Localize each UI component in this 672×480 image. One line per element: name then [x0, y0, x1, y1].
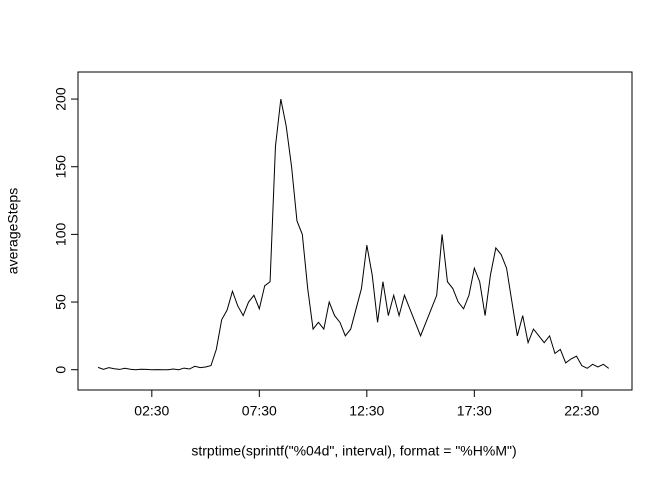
x-axis-label: strptime(sprintf("%04d", interval), form…: [191, 443, 516, 459]
data-line: [97, 98, 610, 371]
x-tick-label: 17:30: [457, 403, 492, 419]
plot-box: [77, 71, 633, 391]
y-tick-label: 50: [53, 294, 69, 310]
x-tick-label: 07:30: [242, 403, 277, 419]
x-tick-label: 12:30: [349, 403, 384, 419]
y-tick-label: 200: [53, 87, 69, 111]
y-tick-label: 150: [53, 155, 69, 179]
x-tick-label: 22:30: [564, 403, 599, 419]
y-axis-label: averageSteps: [5, 188, 21, 274]
x-tick-label: 02:30: [134, 403, 169, 419]
y-tick-label: 0: [53, 366, 69, 374]
y-tick-label: 100: [53, 222, 69, 246]
